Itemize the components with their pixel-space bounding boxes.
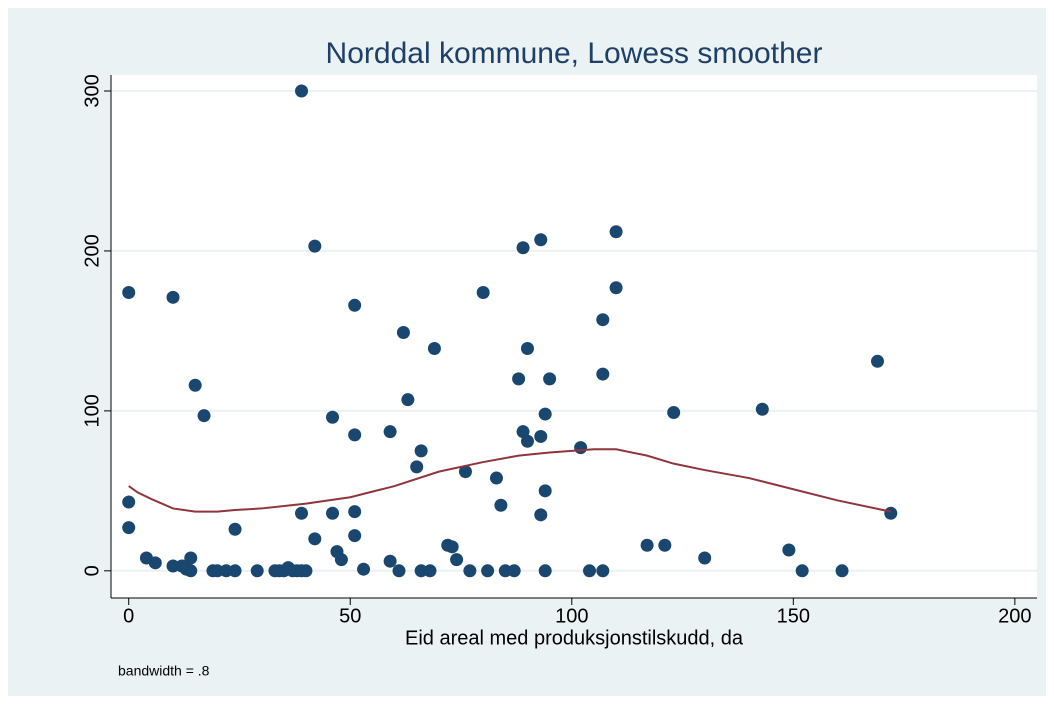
point [538,407,552,421]
point [755,402,769,416]
point [197,409,211,423]
point [348,529,362,543]
point [640,538,654,552]
point [534,429,548,443]
point [870,354,884,368]
y-tick-label: 100 [81,394,103,427]
point [166,290,180,304]
note: bandwidth = .8 [118,663,210,679]
point [835,564,849,578]
point [463,564,477,578]
point [427,341,441,355]
x-tick-label: 50 [339,605,361,627]
point [450,553,464,567]
point [348,428,362,442]
point [308,532,322,546]
point [122,521,136,535]
point [494,498,508,512]
chart-title: Norddal kommune, Lowess smoother [326,37,823,70]
point [357,562,371,576]
x-tick-label: 200 [998,605,1031,627]
point [148,556,162,570]
point [401,393,415,407]
point [667,405,681,419]
point [476,286,490,300]
point [543,372,557,386]
x-tick-label: 100 [555,605,588,627]
point [520,434,534,448]
point [184,551,198,565]
point [122,495,136,509]
point [295,506,309,520]
point [489,471,503,485]
y-tick-label: 0 [81,565,103,576]
point [481,564,495,578]
point [299,564,313,578]
point [698,551,712,565]
point [383,554,397,568]
point [122,286,136,300]
point [458,465,472,479]
point [410,460,424,474]
point [583,564,597,578]
point [228,564,242,578]
point [520,341,534,355]
point [308,239,322,253]
point [516,241,530,255]
point [534,508,548,522]
point [782,543,796,557]
point [188,378,202,392]
point [250,564,264,578]
point [326,410,340,424]
point [184,564,198,578]
point [538,484,552,498]
point [795,564,809,578]
point [392,564,406,578]
lowess-line [128,448,891,513]
point [512,372,526,386]
point [609,225,623,239]
point [596,313,610,327]
point [423,564,437,578]
point [884,506,898,520]
point [326,506,340,520]
point [609,281,623,295]
point [574,441,588,455]
point [348,505,362,519]
point [445,540,459,554]
point [228,522,242,536]
point [414,444,428,458]
y-tick-label: 300 [81,74,103,107]
point [538,564,552,578]
point [507,564,521,578]
point [396,326,410,340]
y-tick-label: 200 [81,234,103,267]
x-axis-title: Eid areal med produksjonstilskudd, da [405,627,744,649]
point [334,553,348,567]
x-tick-label: 150 [777,605,810,627]
point [383,425,397,439]
point [596,367,610,381]
point [534,233,548,247]
point [596,564,610,578]
x-tick-label: 0 [123,605,134,627]
point [658,538,672,552]
plot-region [111,75,1037,598]
point [295,84,309,98]
point [348,298,362,312]
